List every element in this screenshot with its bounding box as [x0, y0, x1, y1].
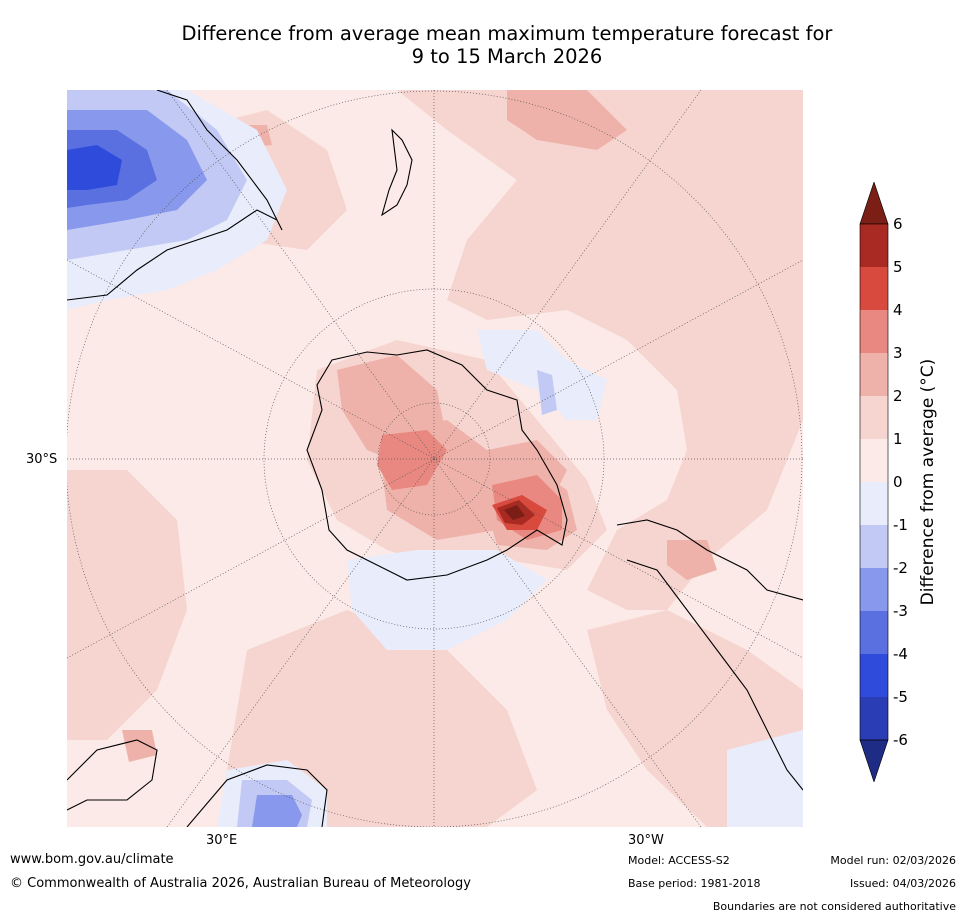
- colorbar-swatch: [860, 396, 888, 439]
- colorbar-extend-min: [859, 739, 889, 782]
- footer-base-period: Base period: 1981-2018: [628, 877, 761, 890]
- colorbar: [859, 182, 889, 782]
- colorbar-swatches: [859, 182, 889, 782]
- colorbar-tick-label: -2: [893, 559, 908, 577]
- colorbar-swatch: [860, 439, 888, 482]
- colorbar-swatch: [860, 525, 888, 568]
- colorbar-tick-label: 6: [893, 215, 903, 233]
- colorbar-tick-label: 0: [893, 473, 903, 491]
- colorbar-outline: [859, 223, 889, 741]
- colorbar-swatch: [860, 224, 888, 267]
- colorbar-tick-label: 2: [893, 387, 903, 405]
- colorbar-tick-label: 4: [893, 301, 903, 319]
- anomaly-negative-regions: [67, 90, 803, 827]
- colorbar-tick-label: -3: [893, 602, 908, 620]
- australia-coast: [67, 90, 283, 301]
- graticule: [67, 90, 803, 827]
- africa-coast-2: [186, 764, 328, 827]
- new-zealand-coast: [381, 128, 413, 217]
- colorbar-tick-label: -5: [893, 688, 908, 706]
- colorbar-swatch: [860, 353, 888, 396]
- colorbar-tick-label: -1: [893, 516, 908, 534]
- footer-disclaimer: Boundaries are not considered authoritat…: [712, 900, 956, 913]
- chart-title-line1: Difference from average mean maximum tem…: [181, 22, 833, 45]
- lon-label-30e: 30°E: [206, 833, 238, 848]
- south-america-coast: [616, 519, 803, 601]
- africa-coast: [67, 739, 158, 811]
- map-svg: [67, 90, 803, 827]
- coastlines: [67, 90, 803, 827]
- footer-issued: Issued: 04/03/2026: [849, 877, 956, 890]
- lat-label-30s: 30°S: [26, 452, 58, 467]
- lon-label-30w: 30°W: [628, 833, 664, 848]
- colorbar-swatch: [860, 267, 888, 310]
- colorbar-tick-label: 1: [893, 430, 903, 448]
- footer-copyright: © Commonwealth of Australia 2026, Austra…: [10, 876, 471, 891]
- colorbar-swatch: [860, 654, 888, 697]
- antarctica-coast: [306, 349, 568, 581]
- south-america-coast-2: [626, 559, 803, 791]
- footer-model: Model: ACCESS-S2: [628, 854, 730, 867]
- colorbar-tick-label: -6: [893, 731, 908, 749]
- chart-title-line2: 9 to 15 March 2026: [411, 45, 603, 68]
- anomaly-4-plus-region: [492, 495, 547, 530]
- colorbar-tick-label: -4: [893, 645, 908, 663]
- colorbar-swatch: [860, 611, 888, 654]
- colorbar-swatch: [860, 482, 888, 525]
- chart-title: Difference from average mean maximum tem…: [67, 22, 947, 68]
- colorbar-tick-label: 5: [893, 258, 903, 276]
- footer-model-run: Model run: 02/03/2026: [830, 854, 956, 867]
- colorbar-swatch: [860, 568, 888, 611]
- colorbar-swatch: [860, 310, 888, 353]
- polar-map[interactable]: [67, 90, 803, 827]
- colorbar-extend-max: [859, 182, 889, 225]
- colorbar-tick-label: 3: [893, 344, 903, 362]
- colorbar-swatch: [860, 697, 888, 740]
- colorbar-title: Difference from average (°C): [918, 358, 938, 606]
- footer-url[interactable]: www.bom.gov.au/climate: [10, 852, 174, 867]
